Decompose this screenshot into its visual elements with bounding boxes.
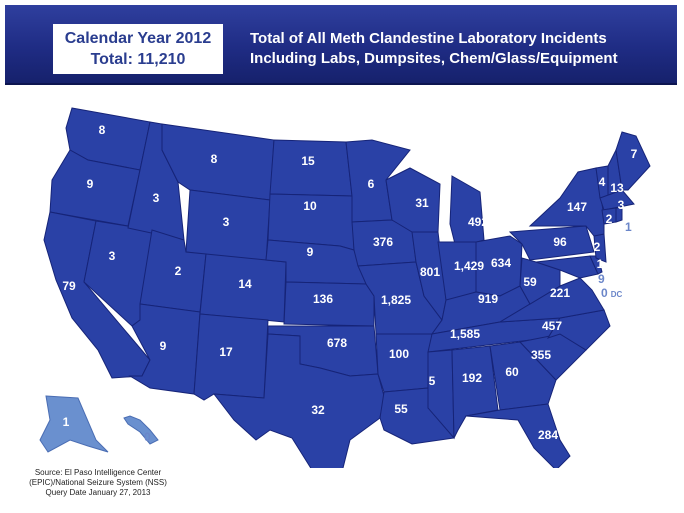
- source-line-1: Source: El Paso Intelligence Center: [34, 468, 162, 477]
- label-va: 221: [550, 286, 570, 300]
- source-line-3: Query Date January 27, 2013: [45, 488, 151, 497]
- state-fl[interactable]: [465, 403, 571, 468]
- label-nc: 457: [542, 319, 562, 333]
- label-ct: 2: [606, 212, 613, 226]
- label-or: 9: [87, 177, 94, 191]
- state-ri[interactable]: [615, 207, 623, 223]
- label-mi: 492: [468, 215, 488, 229]
- label-wy: 3: [223, 215, 230, 229]
- state-ms[interactable]: [427, 349, 455, 440]
- label-sc: 355: [531, 348, 551, 362]
- label-il: 801: [420, 265, 440, 279]
- label-fl: 284: [538, 428, 558, 442]
- label-ma: 3: [618, 198, 625, 212]
- label-sd: 10: [303, 199, 317, 213]
- year-total-box: Calendar Year 2012 Total: 11,210: [53, 24, 223, 74]
- total-label: Total: 11,210: [90, 51, 186, 68]
- state-md[interactable]: [535, 255, 599, 279]
- label-nd: 15: [301, 154, 315, 168]
- label-nj: 2: [594, 240, 601, 254]
- source-note: Source: El Paso Intelligence Center (EPI…: [18, 468, 178, 498]
- label-ga: 60: [505, 365, 519, 379]
- label-wv: 59: [523, 275, 537, 289]
- state-ks[interactable]: [283, 281, 375, 327]
- state-shapes: [39, 107, 651, 468]
- state-va[interactable]: [499, 277, 605, 323]
- label-ia: 376: [373, 235, 393, 249]
- label-vt: 4: [599, 175, 606, 189]
- year-label: Calendar Year 2012: [64, 30, 212, 47]
- label-md: 9: [598, 272, 605, 286]
- title-line-2: Including Labs, Dumpsites, Chem/Glass/Eq…: [250, 50, 618, 67]
- label-tx: 32: [311, 403, 325, 417]
- label-hi: 0: [144, 430, 151, 444]
- state-ak[interactable]: [39, 395, 109, 453]
- state-labels: 8 9 79 3 3 8 3 2 9 14 17 15 10 9 136 678…: [62, 123, 637, 444]
- label-ut: 2: [175, 264, 182, 278]
- label-mo: 1,825: [381, 293, 411, 307]
- label-dc-value: 0: [601, 286, 608, 300]
- label-id: 3: [153, 191, 160, 205]
- label-mt: 8: [211, 152, 218, 166]
- map-title: Total of All Meth Clandestine Laboratory…: [250, 29, 670, 69]
- label-wi: 31: [415, 196, 429, 210]
- header-banner: Calendar Year 2012 Total: 11,210 Total o…: [5, 5, 677, 85]
- state-al[interactable]: [451, 345, 499, 439]
- title-line-1: Total of All Meth Clandestine Laboratory…: [250, 30, 607, 47]
- state-ma[interactable]: [599, 189, 635, 211]
- label-tn: 1,585: [450, 327, 480, 341]
- label-in: 1,429: [454, 259, 484, 273]
- label-de: 1: [597, 257, 604, 271]
- label-ky: 919: [478, 292, 498, 306]
- label-dc: 0 DC: [601, 286, 622, 300]
- label-nh: 13: [610, 181, 624, 195]
- label-az: 9: [160, 339, 167, 353]
- state-hi[interactable]: [123, 415, 159, 445]
- label-co: 14: [238, 277, 252, 291]
- label-oh: 634: [491, 256, 511, 270]
- label-ok: 678: [327, 336, 347, 350]
- label-dc-suffix: DC: [611, 290, 623, 299]
- label-ar: 100: [389, 347, 409, 361]
- us-state-map: 8 9 79 3 3 8 3 2 9 14 17 15 10 9 136 678…: [39, 107, 651, 468]
- label-ny: 147: [567, 200, 587, 214]
- label-ak: 1: [63, 415, 70, 429]
- state-ar[interactable]: [375, 333, 433, 393]
- state-pa[interactable]: [508, 225, 595, 261]
- label-ca: 79: [62, 279, 76, 293]
- source-line-2: (EPIC)/National Seizure System (NSS): [29, 478, 167, 487]
- label-ks: 136: [313, 292, 333, 306]
- label-nm: 17: [219, 345, 233, 359]
- label-ne: 9: [307, 245, 314, 259]
- label-al: 192: [462, 371, 482, 385]
- label-ms: 5: [429, 374, 436, 388]
- state-nd[interactable]: [269, 139, 353, 197]
- state-tx[interactable]: [212, 333, 385, 468]
- label-ri: 1: [625, 220, 632, 234]
- label-me: 7: [631, 147, 638, 161]
- label-wa: 8: [99, 123, 106, 137]
- label-mn: 6: [368, 177, 375, 191]
- state-ga[interactable]: [489, 341, 557, 411]
- state-mi[interactable]: [449, 175, 485, 249]
- label-la: 55: [394, 402, 408, 416]
- label-nv: 3: [109, 249, 116, 263]
- label-pa: 96: [553, 235, 567, 249]
